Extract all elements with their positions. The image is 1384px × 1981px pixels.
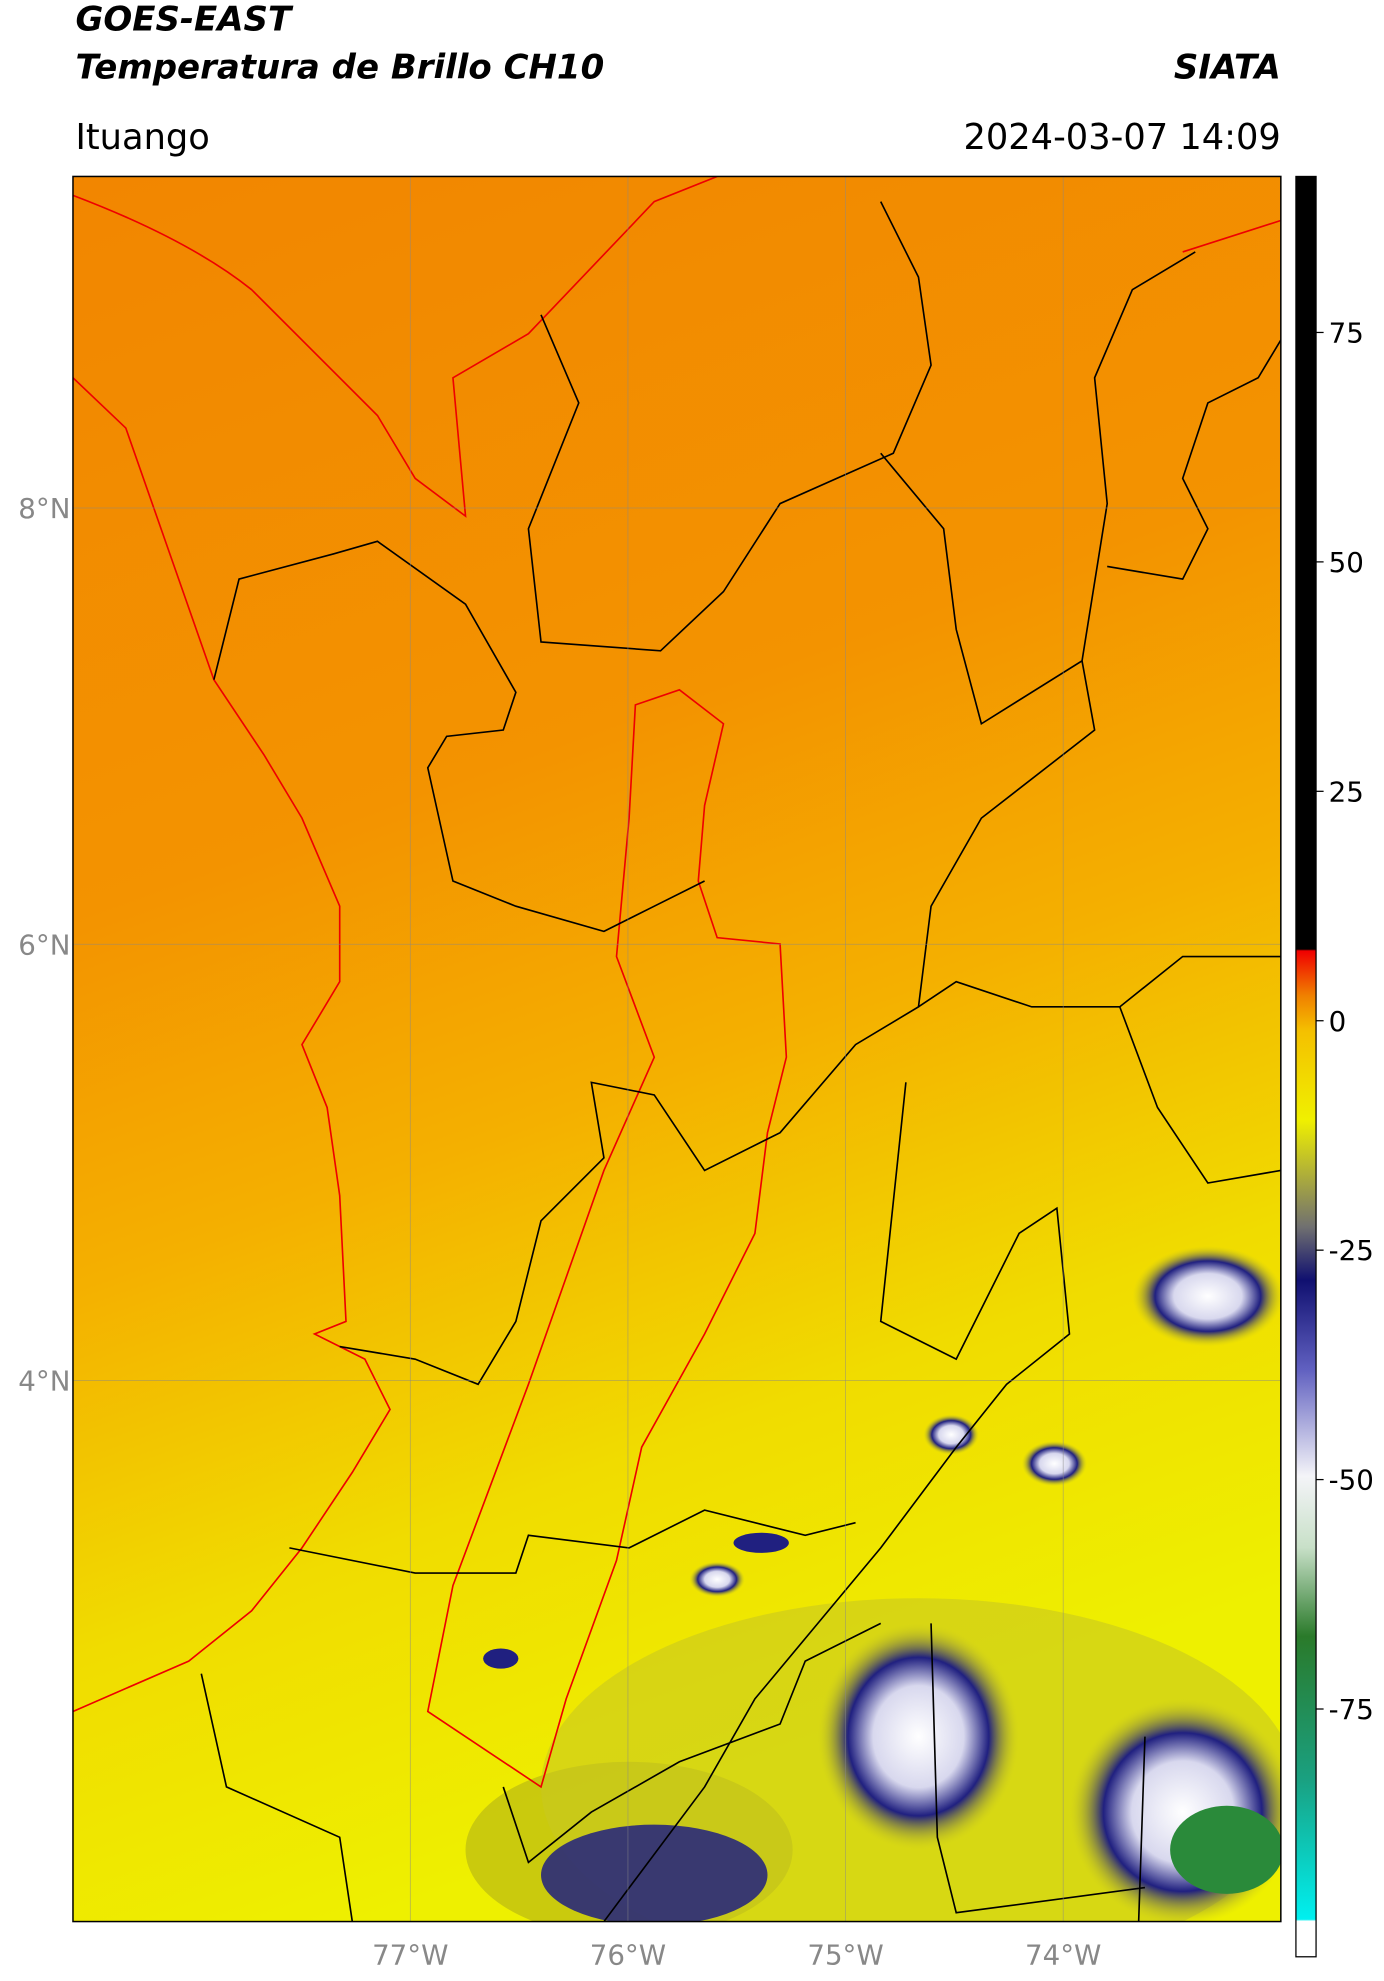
x-tick-label: 74°W <box>1025 1938 1101 1971</box>
title: GOES-EAST <box>75 0 293 40</box>
x-tick-label: 77°W <box>372 1938 448 1971</box>
colorbar-tick-label: 75 <box>1329 317 1364 350</box>
grid <box>72 176 1281 1922</box>
location: Ituango <box>75 117 209 158</box>
map-frame <box>72 175 1282 1923</box>
x-tick-label: 75°W <box>807 1938 883 1971</box>
datetime: 2024-03-07 14:09 <box>963 117 1280 158</box>
ticks: 77°W 76°W 75°W 74°W 8°N 6°N 4°N 75 50 25 0 -25 -50 -7… <box>18 317 1374 1972</box>
y-tick-label: 6°N <box>18 928 70 961</box>
colorbar-tick-label: -50 <box>1329 1464 1374 1497</box>
y-tick-label: 4°N <box>18 1365 70 1398</box>
x-tick-label: 76°W <box>590 1938 666 1971</box>
colorbar-tick-label: -75 <box>1329 1693 1374 1726</box>
colorbar-tick-label: 50 <box>1329 546 1364 579</box>
colorbar-tick-label: 25 <box>1329 775 1364 808</box>
map <box>72 176 1281 1922</box>
colorbar <box>1295 175 1317 1958</box>
organization: SIATA <box>1174 47 1281 87</box>
y-tick-label: 8°N <box>18 492 70 525</box>
colorbar-tick-label: 0 <box>1329 1005 1347 1038</box>
subtitle: Temperatura de Brillo CH10 <box>75 47 604 87</box>
colorbar-tick-label: -25 <box>1329 1234 1374 1267</box>
